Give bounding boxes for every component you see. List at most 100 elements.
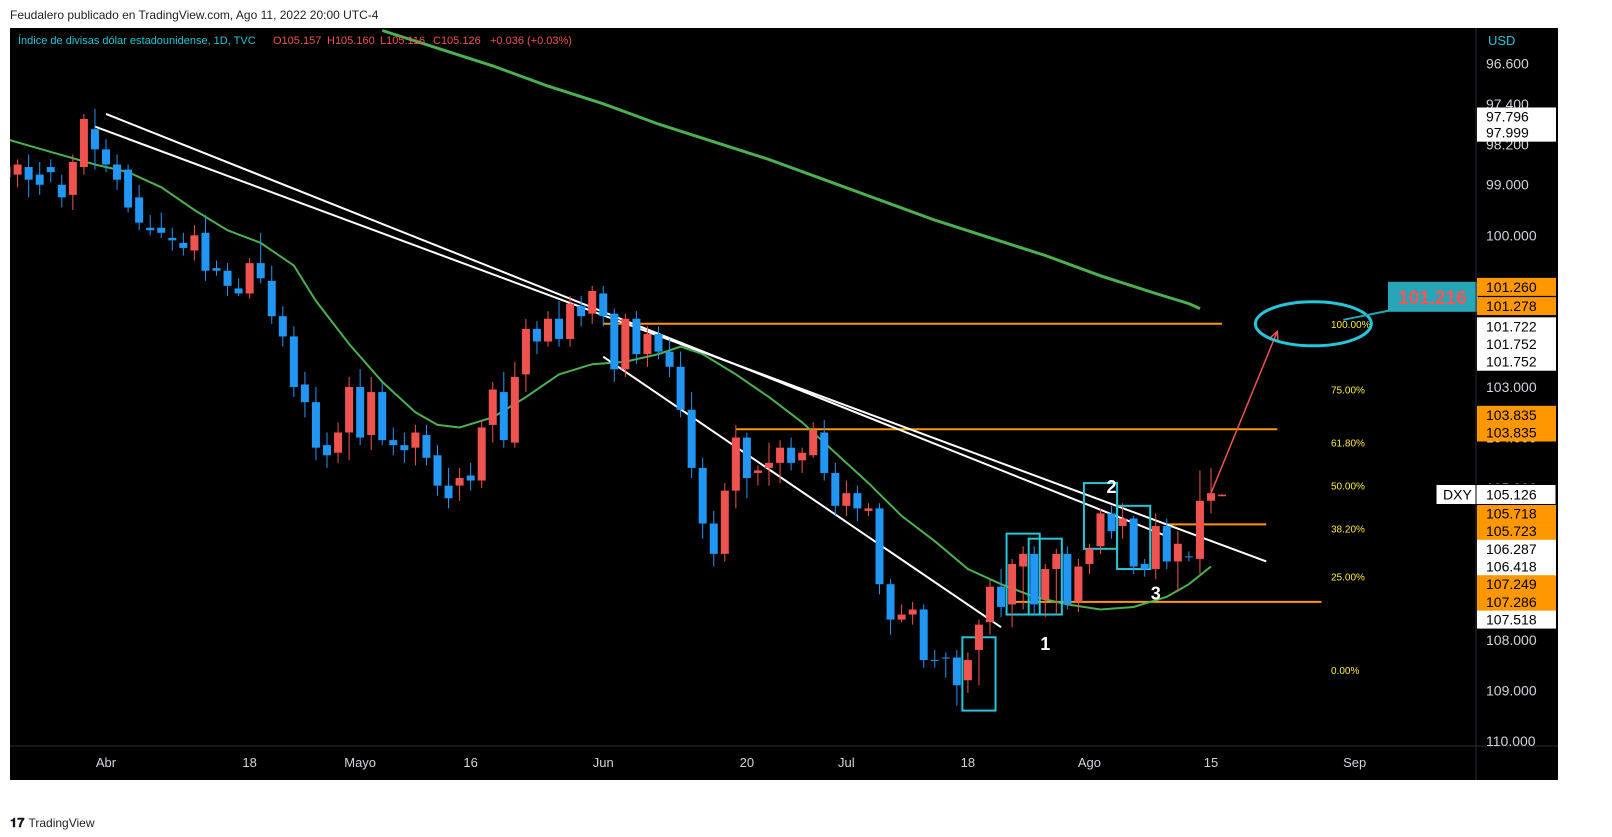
price-chart[interactable]: 100.00% 75.00% 61.80% 50.00% 38.20% 25.00% 0.0… bbox=[2, 28, 1558, 780]
instrument-line: Índice de divisas dólar estadounidense, … bbox=[18, 34, 256, 47]
candle bbox=[1096, 508, 1105, 554]
footer-brand[interactable]: TradingView bbox=[28, 816, 95, 830]
target-callout-box bbox=[1388, 281, 1478, 312]
candle bbox=[334, 422, 343, 463]
ohlc-change: +0.036 (+0.03%) bbox=[490, 35, 572, 47]
candle-body bbox=[1052, 553, 1061, 570]
candle bbox=[378, 381, 387, 446]
candle-body bbox=[245, 263, 254, 294]
candle-body bbox=[1008, 563, 1017, 605]
y-tick-label: 109.000 bbox=[1486, 682, 1537, 698]
candle-body bbox=[621, 318, 630, 370]
candle bbox=[35, 161, 44, 195]
candle-body bbox=[687, 409, 696, 468]
candle bbox=[113, 154, 122, 190]
price-label-text: 101.260 bbox=[1486, 279, 1537, 295]
candle-body bbox=[135, 197, 144, 223]
candle bbox=[245, 258, 254, 299]
candle bbox=[356, 369, 365, 446]
target-arrow bbox=[1210, 331, 1278, 494]
candle-body bbox=[765, 462, 773, 468]
candle-body bbox=[776, 447, 785, 463]
candle-body bbox=[798, 452, 807, 461]
candle bbox=[908, 601, 917, 625]
candle-body bbox=[886, 584, 895, 620]
fib-label: 61.80% bbox=[1331, 439, 1365, 450]
candle-body bbox=[676, 366, 685, 410]
candle-body bbox=[488, 389, 497, 425]
candle-body bbox=[864, 508, 873, 511]
candle bbox=[544, 311, 552, 347]
x-tick-label: Ago bbox=[1078, 755, 1101, 770]
candle-body bbox=[1085, 548, 1094, 564]
candle-body bbox=[68, 161, 77, 195]
candle bbox=[621, 313, 630, 377]
candle bbox=[919, 604, 928, 668]
candle bbox=[776, 440, 785, 484]
candle-body bbox=[433, 455, 442, 486]
candle bbox=[930, 649, 939, 668]
candle-body bbox=[212, 268, 221, 271]
candle bbox=[886, 579, 895, 635]
candle bbox=[466, 462, 475, 491]
candle-body bbox=[577, 306, 586, 317]
chart-background bbox=[10, 28, 1558, 780]
candle-body bbox=[278, 316, 287, 337]
candle-body bbox=[411, 432, 420, 448]
price-label-text: 101.722 bbox=[1486, 318, 1537, 334]
y-tick-label: 96.600 bbox=[1486, 55, 1529, 71]
price-label-box bbox=[1477, 317, 1556, 336]
candle bbox=[102, 139, 110, 173]
x-tick-label: 16 bbox=[463, 755, 477, 770]
candle-body bbox=[334, 432, 343, 453]
price-label-box bbox=[1477, 297, 1556, 316]
candle-body bbox=[356, 387, 365, 438]
candle-body bbox=[952, 657, 961, 686]
current-price-symbol: DXY bbox=[1443, 486, 1472, 502]
candle bbox=[146, 215, 155, 236]
candle bbox=[367, 376, 376, 451]
candle bbox=[499, 371, 508, 448]
price-label-text: 103.835 bbox=[1486, 425, 1537, 441]
candle-body bbox=[610, 313, 619, 370]
footer: 𝟏𝟕 TradingView bbox=[10, 815, 95, 831]
chart-area[interactable]: 100.00% 75.00% 61.80% 50.00% 38.20% 25.00% 0.0… bbox=[2, 28, 1558, 780]
candle-body bbox=[389, 440, 398, 446]
candle-body bbox=[555, 318, 564, 339]
candle bbox=[510, 361, 519, 448]
fib-label: 50.00% bbox=[1331, 482, 1365, 493]
ohlc-low: L105.116 bbox=[380, 35, 425, 47]
price-label-box bbox=[1477, 405, 1556, 424]
fib-label: 0.00% bbox=[1331, 666, 1359, 677]
candle bbox=[488, 381, 497, 443]
candle bbox=[798, 447, 807, 473]
trendline-lower bbox=[602, 355, 1002, 629]
price-label-box bbox=[1477, 592, 1556, 611]
price-label-box bbox=[1477, 423, 1556, 442]
candle-body bbox=[422, 435, 431, 458]
candle-body bbox=[113, 164, 122, 180]
candle-body bbox=[842, 493, 851, 506]
candle bbox=[720, 483, 729, 562]
candle-body bbox=[1129, 518, 1138, 567]
candle-body bbox=[1140, 563, 1149, 570]
ma-slow-line bbox=[381, 29, 1201, 310]
candle bbox=[135, 184, 144, 231]
candle bbox=[223, 263, 232, 296]
y-tick-label: 103.000 bbox=[1486, 379, 1537, 395]
candle bbox=[422, 424, 431, 466]
candle bbox=[46, 159, 55, 183]
candle bbox=[455, 467, 464, 501]
candle-body bbox=[1030, 553, 1039, 605]
candle bbox=[157, 212, 166, 238]
fib-label: 25.00% bbox=[1331, 573, 1365, 584]
candle bbox=[400, 432, 409, 463]
candle-body bbox=[477, 427, 486, 481]
candle-body bbox=[1041, 569, 1050, 600]
candle bbox=[654, 326, 663, 360]
price-label-box bbox=[1477, 123, 1556, 142]
x-tick-label: 18 bbox=[242, 755, 256, 770]
candle-body bbox=[90, 129, 99, 150]
candle-body bbox=[709, 523, 718, 554]
target-arrow-head bbox=[1270, 329, 1279, 341]
